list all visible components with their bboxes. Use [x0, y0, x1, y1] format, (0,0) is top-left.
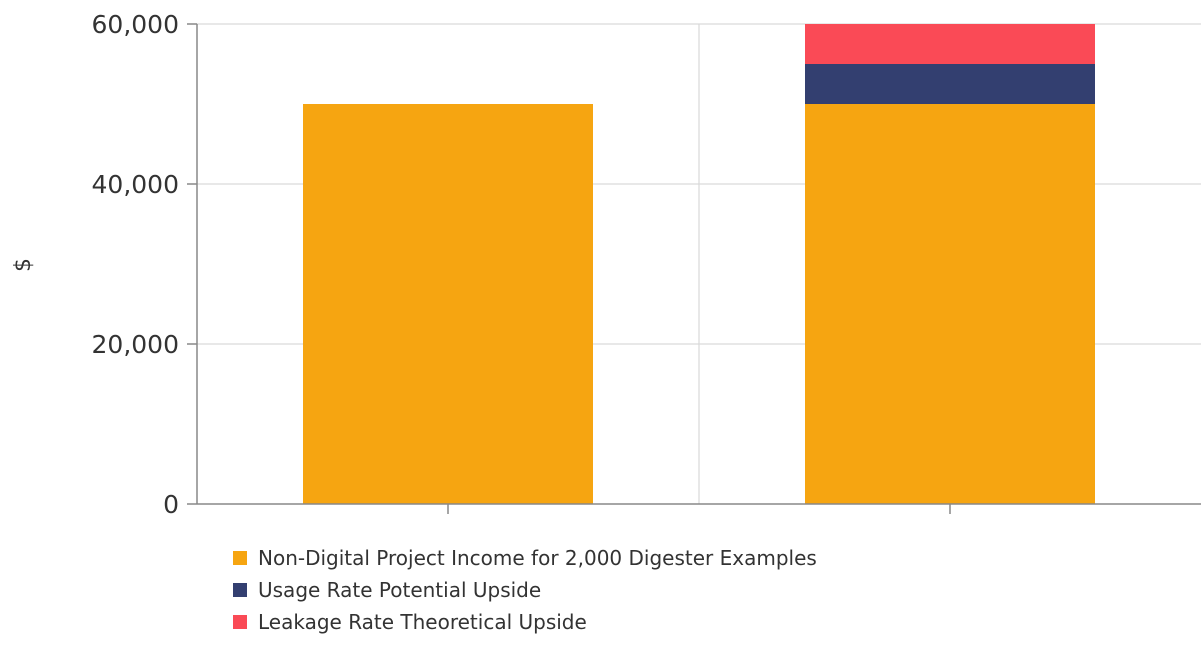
legend-label: Usage Rate Potential Upside	[258, 578, 542, 602]
bar-segment-2-category-2[interactable]	[805, 64, 1095, 104]
legend-swatch	[233, 615, 247, 629]
axes	[187, 23, 1201, 514]
bar-segment-1-category-1[interactable]	[303, 104, 593, 504]
legend: Non-Digital Project Income for 2,000 Dig…	[233, 542, 817, 638]
legend-item-2[interactable]: Usage Rate Potential Upside	[233, 574, 817, 606]
y-axis-label: $	[11, 258, 36, 272]
y-tick-label: 40,000	[92, 170, 179, 199]
legend-label: Non-Digital Project Income for 2,000 Dig…	[258, 546, 817, 570]
legend-swatch	[233, 583, 247, 597]
axis-labels: 0 20,000 40,000 60,000 $	[11, 10, 179, 519]
y-tick-label: 60,000	[92, 10, 179, 39]
legend-label: Leakage Rate Theoretical Upside	[258, 610, 587, 634]
legend-item-1[interactable]: Non-Digital Project Income for 2,000 Dig…	[233, 542, 817, 574]
y-tick-label: 20,000	[92, 330, 179, 359]
bar-segment-1-category-2[interactable]	[805, 104, 1095, 504]
bars	[303, 24, 1095, 504]
y-tick-label: 0	[163, 490, 179, 519]
bar-segment-3-category-2[interactable]	[805, 24, 1095, 64]
legend-item-3[interactable]: Leakage Rate Theoretical Upside	[233, 606, 817, 638]
legend-swatch	[233, 551, 247, 565]
